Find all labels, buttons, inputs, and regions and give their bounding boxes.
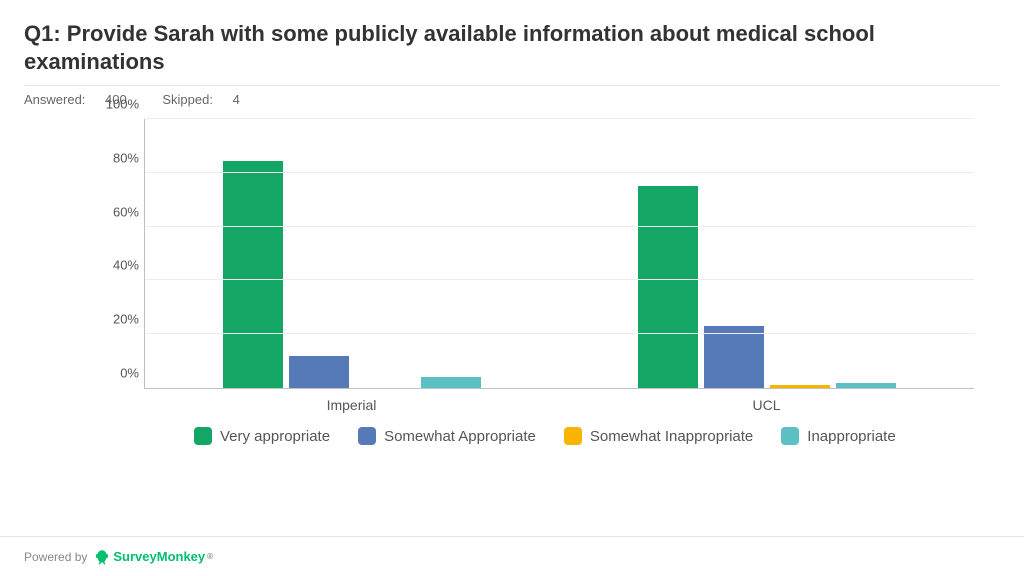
skipped-count: 4 (233, 92, 240, 107)
bar[interactable] (770, 385, 830, 388)
bar-group (145, 119, 560, 388)
legend-swatch (564, 427, 582, 445)
legend-swatch (194, 427, 212, 445)
legend-swatch (358, 427, 376, 445)
y-tick-label: 80% (95, 150, 139, 165)
legend-item[interactable]: Very appropriate (194, 427, 330, 445)
y-tick-label: 0% (95, 366, 139, 381)
question-title: Q1: Provide Sarah with some publicly ava… (24, 20, 1000, 75)
brand-trademark: ® (207, 552, 213, 561)
bar[interactable] (836, 383, 896, 388)
bar-groups (145, 119, 974, 388)
x-axis-labels: ImperialUCL (144, 389, 974, 413)
skipped-label: Skipped: (162, 92, 213, 107)
powered-by-label: Powered by (24, 550, 87, 564)
legend-item[interactable]: Inappropriate (781, 427, 895, 445)
response-stats: Answered: 400 Skipped: 4 (24, 92, 1000, 107)
gridline (145, 333, 974, 334)
y-tick-label: 100% (95, 97, 139, 112)
y-tick-label: 60% (95, 204, 139, 219)
legend-swatch (781, 427, 799, 445)
gridline (145, 172, 974, 173)
brand[interactable]: SurveyMonkey® (93, 548, 213, 566)
legend-label: Inappropriate (807, 428, 895, 445)
y-tick-label: 40% (95, 258, 139, 273)
legend-item[interactable]: Somewhat Inappropriate (564, 427, 753, 445)
legend-item[interactable]: Somewhat Appropriate (358, 427, 536, 445)
legend-label: Somewhat Appropriate (384, 428, 536, 445)
brand-text: SurveyMonkey (113, 549, 205, 564)
footer: Powered by SurveyMonkey® (0, 536, 1024, 576)
bar[interactable] (421, 377, 481, 388)
legend: Very appropriate Somewhat Appropriate Some… (194, 427, 914, 445)
bar[interactable] (289, 356, 349, 388)
surveymonkey-icon (93, 548, 111, 566)
y-tick-label: 20% (95, 312, 139, 327)
gridline (145, 226, 974, 227)
legend-label: Somewhat Inappropriate (590, 428, 753, 445)
chart: 0%20%40%60%80%100% ImperialUCL (94, 119, 974, 413)
legend-label: Very appropriate (220, 428, 330, 445)
answered-label: Answered: (24, 92, 85, 107)
x-category-label: Imperial (144, 389, 559, 413)
gridline (145, 279, 974, 280)
bar[interactable] (638, 186, 698, 389)
skipped-stat: Skipped: 4 (162, 92, 255, 107)
x-category-label: UCL (559, 389, 974, 413)
bar-group (560, 119, 975, 388)
plot-area: 0%20%40%60%80%100% (144, 119, 974, 389)
title-divider (24, 85, 1000, 86)
bar[interactable] (223, 161, 283, 388)
bar[interactable] (704, 326, 764, 388)
gridline (145, 118, 974, 119)
